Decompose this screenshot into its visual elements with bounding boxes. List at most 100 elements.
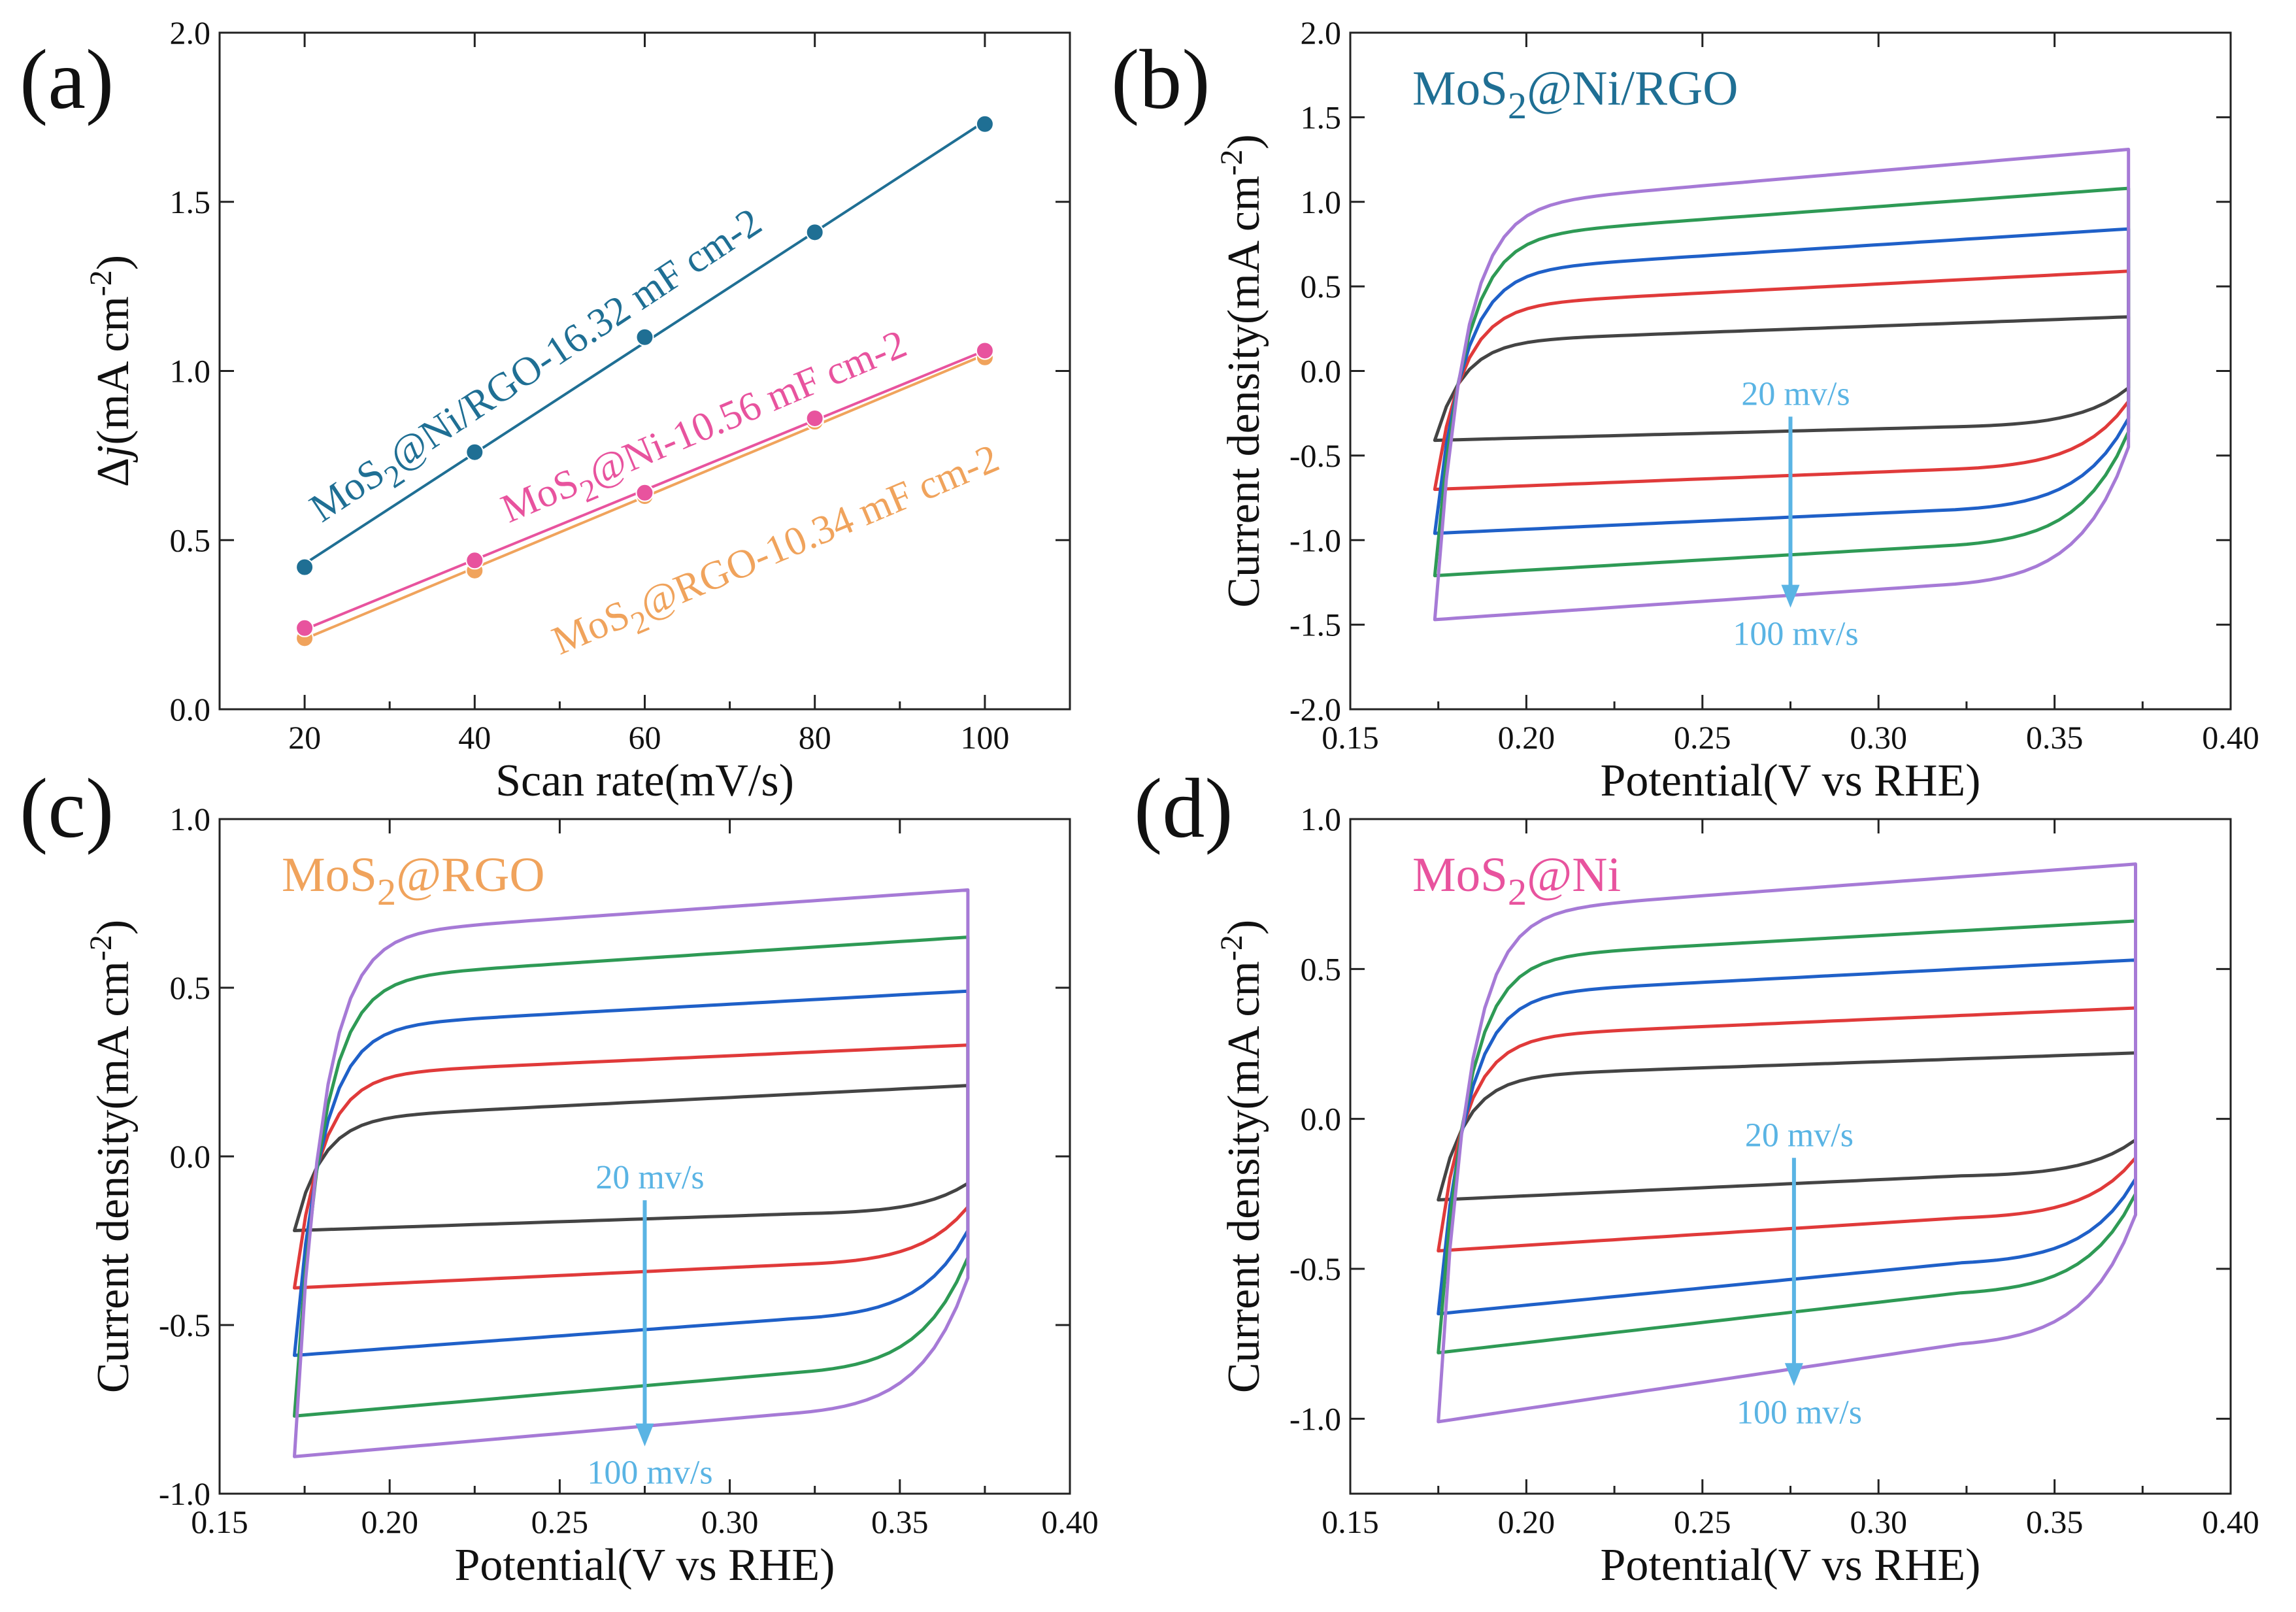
panel-title-sub: 2 [377, 871, 396, 913]
y-tick-label: 0.5 [170, 969, 211, 1006]
panel-label: (d) [1134, 762, 1233, 856]
data-point [635, 483, 654, 502]
y-tick-label: 0.5 [170, 522, 211, 558]
x-axis-label: Potential(V vs RHE) [1600, 756, 1980, 806]
y-tick-label: -1.0 [1289, 522, 1341, 558]
x-tick-label: 0.15 [1322, 719, 1379, 756]
scan-rate-arrowhead [1784, 1363, 1803, 1386]
y-label-sup: -2 [1214, 935, 1249, 961]
panel-label: (c) [20, 762, 114, 856]
y-label-delta: Δ [88, 458, 139, 487]
x-tick-label: 60 [629, 719, 661, 756]
x-tick-label: 0.30 [1850, 719, 1907, 756]
y-tick-label: -0.5 [159, 1307, 210, 1343]
data-point [975, 114, 994, 133]
panel-title: MoS2@RGO [282, 848, 545, 913]
data-point [295, 618, 314, 637]
arrow-label-start: 20 mv/s [1745, 1117, 1854, 1154]
panel-a: 20 40 60 80 100 0.0 0.5 1.0 1.5 2.0 Scan rate(mV/s… [20, 14, 1071, 806]
arrow-label-start: 20 mv/s [595, 1159, 704, 1196]
panel-title-rest: @Ni [1527, 848, 1621, 902]
x-tick-label: 40 [458, 719, 491, 756]
y-label-close: ) [1219, 920, 1269, 935]
x-tick-label: 0.25 [1674, 1503, 1731, 1540]
panel-c: 0.15 0.20 0.25 0.30 0.35 0.40 -1.0 -0.5 0.0 0.5 1.… [20, 762, 1099, 1590]
x-tick-label: 0.40 [2202, 1503, 2259, 1540]
x-tick-label: 0.30 [1850, 1503, 1907, 1540]
x-axis-label: Potential(V vs RHE) [454, 1540, 835, 1590]
panel-title: MoS2@Ni [1412, 848, 1621, 913]
x-tick-label: 0.15 [1322, 1503, 1379, 1540]
cv-loop-4 [1437, 862, 2137, 1424]
x-tick-label: 20 [288, 719, 321, 756]
x-tick-label: 0.40 [1041, 1503, 1099, 1540]
y-label-text: Current density(mA cm [88, 961, 139, 1393]
y-tick-label: 1.0 [1301, 801, 1342, 837]
panel-title-main: MoS [1412, 61, 1508, 116]
y-tick-label: 0.0 [170, 691, 211, 728]
y-label-close: ) [1219, 134, 1269, 149]
y-tick-label: 1.5 [1301, 99, 1342, 135]
panel-title: MoS2@Ni/RGO [1412, 61, 1738, 127]
y-label-text: (mA cm [88, 296, 139, 445]
x-tick-label: 0.30 [701, 1503, 759, 1540]
x-tick-label: 100 [960, 719, 1009, 756]
scan-rate-arrowhead [1781, 584, 1800, 608]
x-tick-label: 0.35 [2026, 719, 2084, 756]
y-axis-label: Current density(mA cm-2) [84, 920, 139, 1393]
panel-label: (a) [20, 33, 114, 127]
y-tick-label: -0.5 [1289, 437, 1341, 474]
panel-d: 0.15 0.20 0.25 0.30 0.35 0.40 -1.0 -0.5 0.0 0.5 1.… [1134, 762, 2259, 1590]
y-label-text: Current density(mA cm [1219, 961, 1269, 1393]
arrow-label-end: 100 mv/s [587, 1454, 712, 1492]
x-tick-label: 0.25 [1674, 719, 1731, 756]
data-point [635, 327, 654, 346]
arrow-label-end: 100 mv/s [1733, 616, 1858, 653]
y-tick-label: 0.0 [1301, 1101, 1342, 1137]
arrow-label-end: 100 mv/s [1737, 1394, 1862, 1431]
x-tick-label: 0.25 [531, 1503, 589, 1540]
data-point [465, 443, 484, 462]
y-label-sup: -2 [84, 935, 118, 961]
y-tick-label: 2.0 [1301, 14, 1342, 51]
x-tick-label: 0.40 [2202, 719, 2259, 756]
series-annotation-0-main: MoS [302, 450, 392, 531]
y-label-sup: -2 [1214, 150, 1249, 176]
data-point [805, 223, 824, 242]
x-tick-label: 0.20 [361, 1503, 418, 1540]
y-axis-label: Δj(mA cm-2) [84, 255, 139, 487]
y-axis-label: Current density(mA cm-2) [1214, 920, 1269, 1393]
scan-rate-arrowhead [635, 1423, 654, 1447]
x-tick-label: 0.35 [871, 1503, 929, 1540]
y-tick-label: -2.0 [1289, 691, 1341, 728]
data-point [465, 551, 484, 570]
panel-title-sub: 2 [1508, 84, 1527, 127]
cv-loop-4 [1433, 148, 2131, 622]
panel-title-main: MoS [282, 848, 377, 902]
y-label-sup: -2 [84, 270, 118, 296]
panel-title-sub: 2 [1508, 871, 1527, 913]
panel-title-rest: @RGO [396, 848, 544, 902]
cv-loop-0 [293, 1084, 970, 1232]
x-axis-label: Scan rate(mV/s) [495, 756, 794, 806]
y-label-text: Current density(mA cm [1219, 176, 1269, 608]
y-tick-label: 2.0 [170, 14, 211, 51]
y-axis-label: Current density(mA cm-2) [1214, 134, 1269, 607]
data-point [805, 409, 824, 428]
x-tick-label: 0.20 [1498, 719, 1556, 756]
panel-title-main: MoS [1412, 848, 1508, 902]
cv-loop-4 [293, 888, 970, 1458]
data-point [295, 558, 314, 577]
y-tick-label: 1.5 [170, 184, 211, 220]
series-annotation-2-rest: @RGO-10.34 mF cm-2 [633, 436, 1005, 627]
y-tick-label: -1.0 [159, 1475, 210, 1512]
series-annotation-1-rest: @Ni-10.56 mF cm-2 [582, 322, 913, 495]
y-tick-label: -0.5 [1289, 1251, 1341, 1287]
panel-b: 0.15 0.20 0.25 0.30 0.35 0.40 -2.0 -1.5 -1.0 -0.5… [1111, 14, 2259, 806]
plot-frame [1349, 818, 2232, 1495]
y-label-close: ) [88, 255, 139, 270]
plot-frame [1349, 31, 2232, 711]
y-label-close: ) [88, 920, 139, 935]
y-tick-label: 0.5 [1301, 268, 1342, 305]
